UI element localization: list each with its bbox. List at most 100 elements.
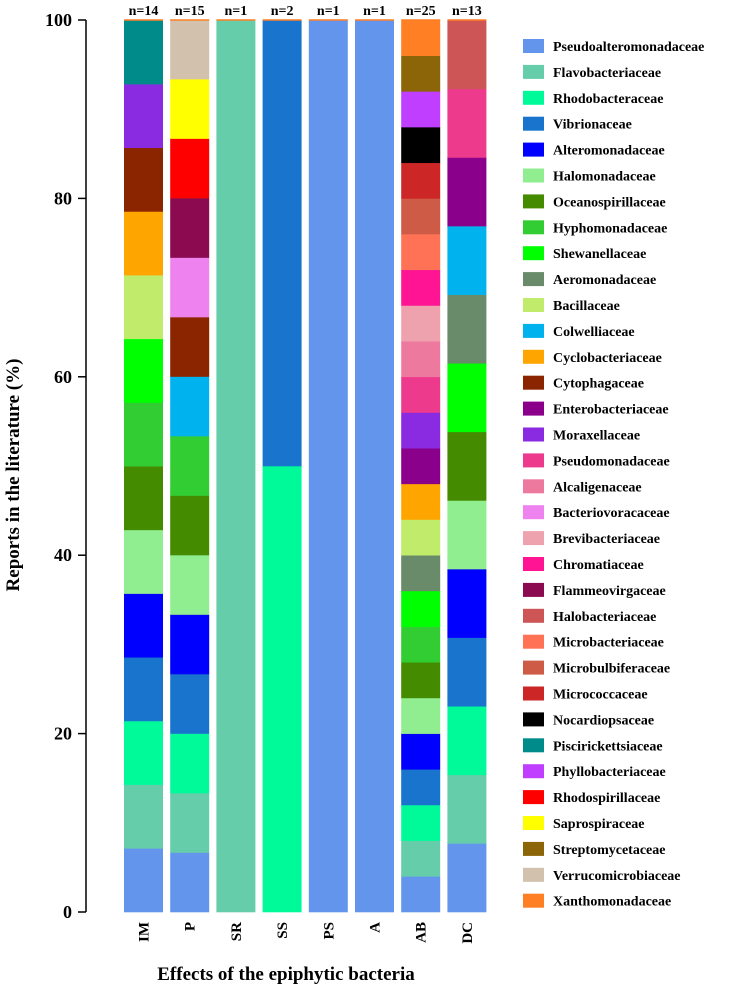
- legend-item: Halomonadaceae: [523, 168, 656, 185]
- legend-item: Aeromonadaceae: [523, 272, 656, 288]
- bar-segment-pseudoalteromonadaceae: [308, 20, 348, 913]
- legend-swatch: [523, 39, 544, 53]
- bar-segment-microbulbiferaceae: [401, 198, 441, 235]
- legend-label: Flavobacteriaceae: [553, 66, 661, 81]
- bar-segment-pseudoalteromonadaceae: [401, 876, 441, 913]
- bar-segment-cyclobacteriaceae: [124, 211, 163, 276]
- legend-label: Rhodospirillaceae: [553, 791, 660, 806]
- bar-segment-halomonadaceae: [401, 697, 441, 734]
- bar-segment-rhodobacteraceae: [124, 720, 163, 785]
- legend-label: Hyphomonadaceae: [553, 221, 667, 236]
- bar-segment-flavobacteriaceae: [401, 840, 441, 877]
- bar-segment-rhodobacteraceae: [262, 466, 302, 913]
- y-ticks: 0 20 40 60 80 100: [45, 10, 86, 922]
- legend-swatch: [523, 816, 544, 830]
- legend-label: Shewanellaceae: [553, 247, 646, 262]
- legend-item: Hyphomonadaceae: [523, 220, 667, 236]
- x-category-label: SS: [275, 922, 291, 939]
- legend-swatch: [523, 712, 544, 727]
- legend-label: Phyllobacteriaceae: [553, 765, 666, 780]
- bar-segment-halomonadaceae: [170, 555, 210, 615]
- bar-segment-verrucomicrobiaceae: [170, 19, 210, 80]
- legend-item: Pseudomonadaceae: [523, 453, 670, 469]
- bar-stack-ps: [308, 19, 348, 913]
- bar-segment-enterobacteriaceae: [401, 448, 441, 485]
- legend-swatch: [523, 453, 544, 468]
- bar-segment-halomonadaceae: [447, 500, 487, 570]
- sample-count-label: n=14: [129, 4, 159, 19]
- legend-item: Xanthomonadaceae: [523, 893, 671, 910]
- bar-segment-saprospiraceae: [170, 79, 210, 139]
- bar-segment-micrococcaceae: [401, 162, 441, 199]
- legend-item: Brevibacteriaceae: [523, 531, 660, 547]
- legend-item: Oceanospirillaceae: [523, 194, 666, 210]
- legend-swatch: [523, 298, 544, 312]
- legend-item: Halobacteriaceae: [523, 608, 656, 625]
- bar-segment-rhodospirillaceae: [170, 138, 210, 199]
- legend-item: Microbulbiferaceae: [523, 660, 670, 677]
- bar-stack-ab: [401, 19, 441, 913]
- bar-segment-moraxellaceae: [401, 412, 441, 449]
- bar-segment-hyphomonadaceae: [401, 626, 441, 663]
- legend-swatch: [523, 867, 544, 882]
- legend-swatch: [523, 427, 544, 442]
- bar-segment-oceanospirillaceae: [170, 495, 210, 556]
- y-tick-label: 40: [54, 545, 72, 565]
- legend-label: Chromatiaceae: [553, 558, 644, 573]
- legend-label: Verrucomicrobiaceae: [553, 869, 681, 884]
- legend-swatch: [523, 220, 544, 235]
- legend-item: Nocardiopsaceae: [523, 712, 654, 728]
- legend-item: Colwelliaceae: [523, 323, 635, 340]
- bar-segment-vibrionaceae: [447, 637, 487, 707]
- legend-label: Halobacteriaceae: [553, 610, 656, 625]
- legend-swatch: [523, 401, 544, 416]
- legend-swatch: [523, 841, 544, 856]
- legend-swatch: [523, 375, 544, 390]
- legend-swatch: [523, 686, 544, 701]
- legend-item: Phyllobacteriaceae: [523, 764, 666, 780]
- legend-label: Xanthomonadaceae: [553, 895, 671, 910]
- x-axis-title: Effects of the epiphytic bacteria: [157, 964, 415, 985]
- legend-label: Bacillaceae: [553, 299, 620, 314]
- bar-segment-brevibacteriaceae: [401, 305, 441, 342]
- legend-swatch: [523, 557, 544, 571]
- sample-count-label: n=13: [452, 4, 482, 19]
- legend-swatch: [523, 634, 544, 649]
- legend-swatch: [523, 194, 544, 209]
- legend-swatch: [523, 505, 544, 520]
- bar-stack-sr: [216, 19, 256, 913]
- sample-count-label: n=1: [363, 4, 386, 19]
- legend-label: Bacteriovoracaceae: [553, 506, 670, 521]
- legend-label: Moraxellaceae: [553, 429, 640, 444]
- bar-segment-phyllobacteriaceae: [401, 91, 441, 128]
- y-tick-label: 0: [63, 902, 72, 922]
- legend-swatch: [523, 323, 544, 338]
- bar-segment-pseudomonadaceae: [401, 376, 441, 413]
- legend-item: Verrucomicrobiaceae: [523, 867, 681, 884]
- legend: Pseudoalteromonadaceae Flavobacteriaceae R…: [523, 39, 704, 910]
- bar-segment-aeromonadaceae: [401, 555, 441, 592]
- bar-segment-pseudoalteromonadaceae: [124, 848, 163, 913]
- bar-stack-dc: [447, 19, 487, 913]
- legend-swatch: [523, 168, 544, 183]
- bar-segment-bacillaceae: [401, 519, 441, 556]
- bar-segment-rhodobacteraceae: [170, 733, 210, 794]
- legend-item: Streptomycetaceae: [523, 841, 665, 858]
- sample-count-label: n=25: [406, 4, 436, 19]
- legend-swatch: [523, 790, 544, 805]
- sample-count-label: n=15: [175, 4, 205, 19]
- bar-segment-aeromonadaceae: [447, 294, 487, 364]
- x-category-label: AB: [414, 922, 430, 943]
- legend-item: Flammeovirgaceae: [523, 582, 666, 599]
- legend-item: Shewanellaceae: [523, 246, 646, 262]
- legend-label: Microbulbiferaceae: [553, 662, 670, 677]
- bar-segment-halobacteriaceae: [447, 20, 487, 90]
- legend-swatch: [523, 349, 544, 364]
- legend-swatch: [523, 64, 544, 79]
- bar-segment-moraxellaceae: [124, 84, 163, 149]
- bar-segment-oceanospirillaceae: [401, 662, 441, 699]
- legend-item: Rhodospirillaceae: [523, 790, 660, 806]
- bar-segment-oceanospirillaceae: [447, 431, 487, 501]
- legend-swatch: [523, 246, 544, 261]
